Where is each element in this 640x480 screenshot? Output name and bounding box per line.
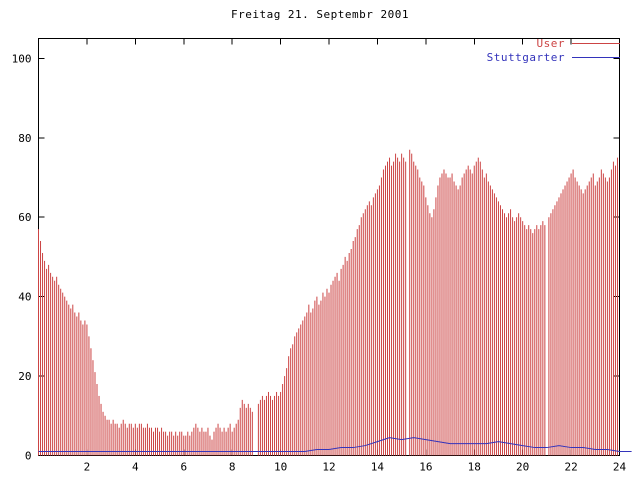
- legend-label-user: User: [536, 36, 565, 50]
- y-tick-labels: 0 20 40 60 80 100: [12, 52, 32, 462]
- svg-text:20: 20: [516, 461, 529, 474]
- legend-item-user: User: [487, 36, 620, 50]
- svg-text:40: 40: [18, 291, 31, 304]
- svg-text:4: 4: [132, 461, 139, 474]
- legend: User Stuttgarter: [487, 36, 620, 64]
- svg-text:0: 0: [25, 450, 32, 463]
- svg-text:18: 18: [468, 461, 481, 474]
- svg-text:10: 10: [274, 461, 287, 474]
- svg-text:80: 80: [18, 132, 31, 145]
- legend-item-stuttgarter: Stuttgarter: [487, 50, 620, 64]
- svg-text:100: 100: [12, 52, 32, 65]
- legend-stuttgarter-line-swatch: [572, 56, 620, 58]
- y-ticks: [38, 57, 620, 456]
- svg-text:22: 22: [564, 461, 577, 474]
- svg-text:8: 8: [229, 461, 236, 474]
- svg-text:60: 60: [18, 211, 31, 224]
- svg-text:20: 20: [18, 370, 31, 383]
- x-tick-labels: 2 4 6 8 10 12 14 16 18 20 22 24: [84, 461, 627, 474]
- legend-label-stuttgarter: Stuttgarter: [486, 50, 565, 64]
- legend-user-line-swatch: [572, 42, 620, 44]
- chart-title: Freitag 21. Septembr 2001: [230, 8, 410, 21]
- svg-text:24: 24: [613, 461, 627, 474]
- stuttgarter-line: [38, 437, 632, 453]
- svg-text:14: 14: [371, 461, 385, 474]
- svg-text:12: 12: [322, 461, 335, 474]
- svg-text:2: 2: [84, 461, 91, 474]
- user-impulses: [38, 149, 618, 456]
- svg-text:16: 16: [419, 461, 432, 474]
- svg-text:6: 6: [180, 461, 187, 474]
